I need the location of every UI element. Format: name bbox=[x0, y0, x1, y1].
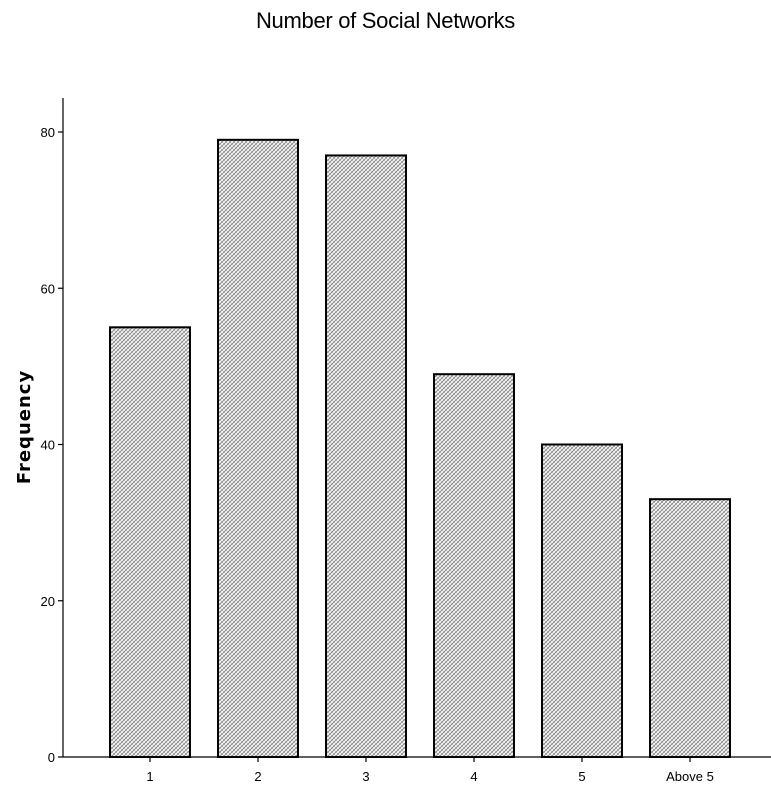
x-tick-label: 3 bbox=[362, 769, 369, 784]
bar-4 bbox=[433, 373, 515, 758]
x-tick-label: 2 bbox=[254, 769, 261, 784]
x-tick-label: Above 5 bbox=[666, 769, 714, 784]
y-tick-label: 0 bbox=[48, 750, 55, 765]
y-tick-label: 80 bbox=[41, 125, 55, 140]
chart-title: Number of Social Networks bbox=[255, 8, 516, 33]
x-tick-label: 5 bbox=[578, 769, 585, 784]
y-axis-label: Frequency bbox=[14, 370, 35, 484]
bar-5 bbox=[541, 443, 623, 758]
bar-above-5 bbox=[649, 498, 731, 758]
bar-2 bbox=[217, 138, 299, 758]
bar-1 bbox=[109, 326, 191, 758]
y-tick-label: 20 bbox=[41, 594, 55, 609]
bar-3 bbox=[325, 154, 407, 758]
y-tick-label: 60 bbox=[41, 281, 55, 296]
x-tick-label: 1 bbox=[146, 769, 153, 784]
y-tick-label: 40 bbox=[41, 438, 55, 453]
x-tick-label: 4 bbox=[470, 769, 477, 784]
